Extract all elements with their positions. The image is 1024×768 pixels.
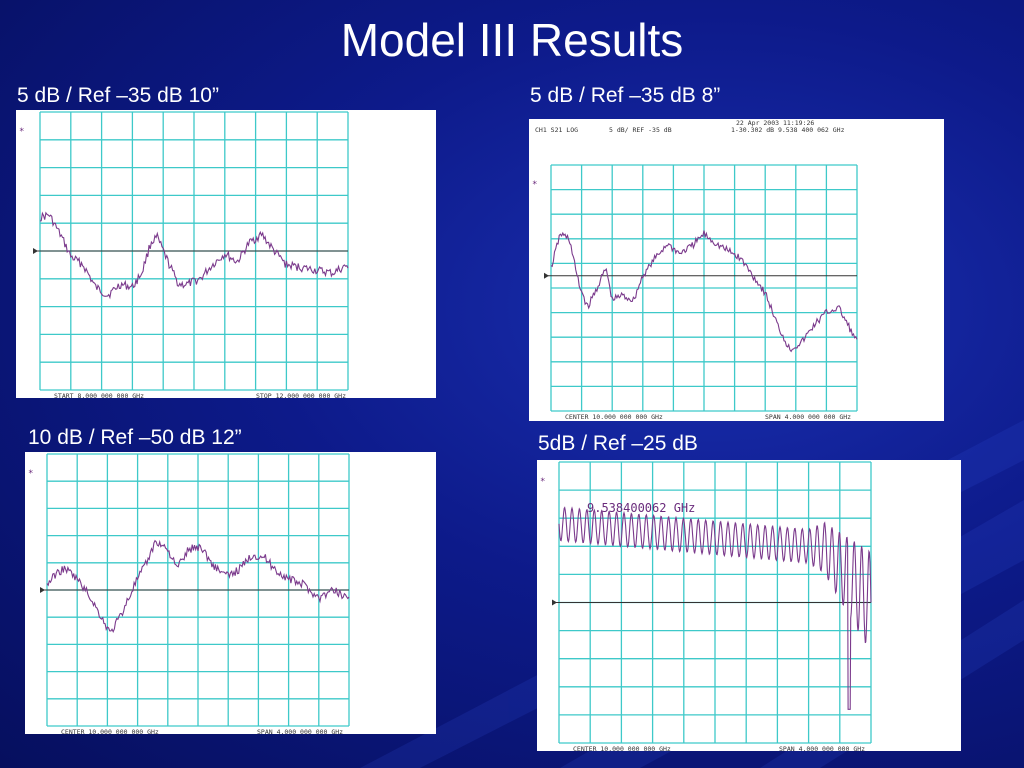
- analyzer-header-mid: 5 dB/ REF -35 dB: [609, 126, 672, 134]
- footer-left: CENTER 10.000 000 000 GHz: [573, 745, 671, 751]
- measurement-trace: [39, 211, 349, 300]
- plot-canvas-4: * 9.538400062 GHz CENTER 10.000 000 000 GH…: [540, 461, 872, 751]
- plot-panel-2: * CH1 S21 LOG 5 dB/ REF -35 dB 1-30.302 dB …: [529, 119, 944, 421]
- analyzer-header-left: CH1 S21 LOG: [535, 126, 578, 134]
- analyzer-header-date: 22 Apr 2003 11:19:26: [736, 119, 814, 127]
- plot-canvas-3: * CENTER 10.000 000 000 GHz SPAN 4.000 000…: [28, 453, 350, 734]
- grid-3: [46, 453, 350, 727]
- panel-caption-2: 5 dB / Ref –35 dB 8”: [530, 84, 721, 107]
- footer-left: START 8.000 000 000 GHz: [54, 392, 144, 398]
- plot-canvas-2: * CH1 S21 LOG 5 dB/ REF -35 dB 1-30.302 dB …: [532, 119, 858, 421]
- footer-right: STOP 12.000 000 000 GHz: [256, 392, 346, 398]
- reference-marker: [40, 587, 45, 593]
- panel-caption-4: 5dB / Ref –25 dB: [538, 432, 698, 455]
- reference-marker: [544, 272, 549, 279]
- measurement-trace: [550, 230, 858, 353]
- analyzer-header-right: 1-30.302 dB 9.538 400 062 GHz: [731, 126, 845, 134]
- footer-right: SPAN 4.000 000 000 GHz: [765, 413, 851, 421]
- plot-panel-4: * 9.538400062 GHz CENTER 10.000 000 000 GH…: [537, 460, 961, 751]
- measurement-trace: [46, 539, 350, 634]
- panel-caption-1: 5 dB / Ref –35 dB 10”: [17, 84, 219, 107]
- marker-readout: 9.538400062 GHz: [587, 501, 695, 515]
- footer-left: CENTER 10.000 000 000 GHz: [565, 413, 663, 421]
- plot-panel-1: * START 8.000 000 000 GHz STOP 12.000 000 …: [16, 110, 436, 398]
- plot-panel-3: * CENTER 10.000 000 000 GHz SPAN 4.000 000…: [25, 452, 436, 734]
- slide-title: Model III Results: [340, 14, 684, 66]
- scale-marker: *: [28, 469, 33, 479]
- footer-right: SPAN 4.000 000 000 GHz: [257, 728, 343, 734]
- scale-marker: *: [532, 180, 537, 190]
- footer-right: SPAN 4.000 000 000 GHz: [779, 745, 865, 751]
- reference-marker: [552, 599, 557, 606]
- panel-caption-3: 10 dB / Ref –50 dB 12”: [28, 426, 242, 449]
- scale-marker: *: [19, 127, 24, 137]
- measurement-trace: [558, 506, 872, 710]
- grid-2: [550, 164, 858, 412]
- scale-marker: *: [540, 477, 545, 487]
- plot-canvas-1: * START 8.000 000 000 GHz STOP 12.000 000 …: [19, 111, 349, 398]
- reference-marker: [33, 248, 38, 254]
- footer-left: CENTER 10.000 000 000 GHz: [61, 728, 159, 734]
